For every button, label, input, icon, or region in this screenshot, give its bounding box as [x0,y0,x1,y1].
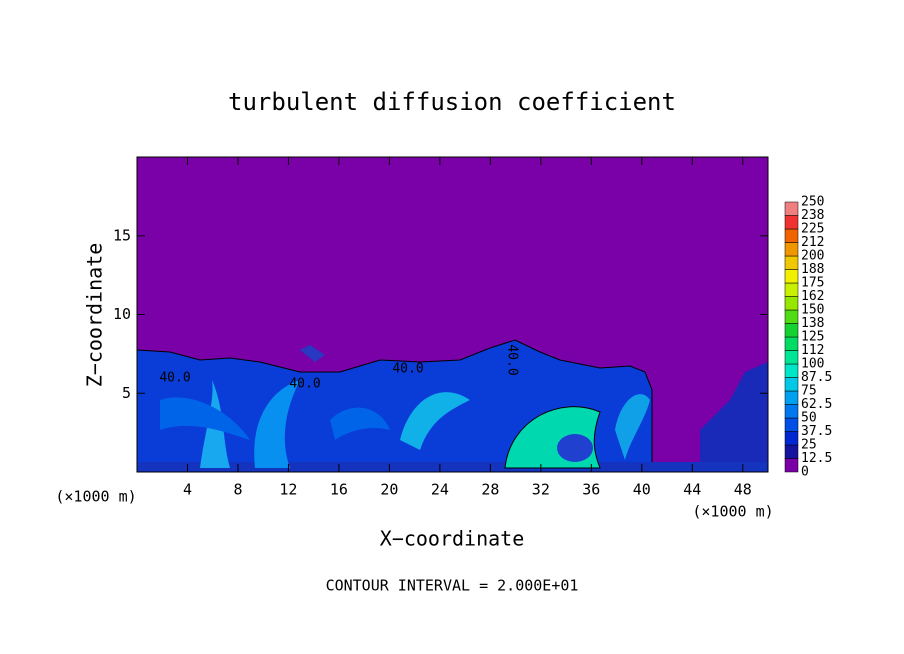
x-tick-label: 44 [683,481,701,499]
x-tick-label: 8 [233,481,242,499]
colorbar-swatch [784,323,799,338]
contour-label: 40.0 [505,344,520,375]
x-tick-label: 36 [582,481,600,499]
colorbar-label: 62.5 [801,397,832,412]
colorbar-label: 25 [801,438,817,453]
colorbar-swatch [784,417,799,432]
colorbar-label: 238 [801,208,824,223]
y-axis-label: Z−coordinate [83,243,107,388]
contour-label: 40.0 [289,377,320,392]
colorbar-label: 138 [801,316,824,331]
contour-label: 40.0 [392,362,423,377]
colorbar-swatch [784,201,799,216]
colorbar-swatch [784,228,799,243]
x-tick-label: 32 [532,481,550,499]
colorbar-label: 50 [801,411,817,426]
contour-label: 40.0 [159,371,190,386]
cloud-bit [300,345,325,362]
colorbar-label: 87.5 [801,370,832,385]
colorbar-swatch [784,377,799,392]
eddy [160,397,250,440]
colorbar-swatch [784,363,799,378]
x-tick-label: 28 [481,481,499,499]
colorbar-swatch [784,350,799,365]
colorbar-label: 75 [801,384,817,399]
x-tick-label: 16 [330,481,348,499]
colorbar-label: 37.5 [801,424,832,439]
colorbar-swatch [784,390,799,405]
footer-note: CONTOUR INTERVAL = 2.000E+01 [326,577,579,595]
colorbar-swatch [784,242,799,257]
x-tick-label: 24 [431,481,449,499]
colorbar-swatch [784,458,799,473]
x-unit: (×1000 m) [692,503,773,521]
colorbar-label: 125 [801,330,824,345]
eddy [330,407,390,440]
plume [254,380,300,468]
colorbar-swatch [784,269,799,284]
field [136,157,768,472]
colorbar-swatch [784,309,799,324]
colorbar-swatch [784,282,799,297]
colorbar-label: 250 [801,195,824,210]
colorbar-label: 0 [801,465,809,480]
x-tick-label: 12 [279,481,297,499]
colorbar-label: 162 [801,289,824,304]
colorbar-label: 175 [801,276,824,291]
eddy [557,434,593,462]
colorbar-swatch [784,431,799,446]
y-tick-label: 5 [122,384,131,402]
y-tick-label: 10 [113,305,131,323]
y-tick-label: 15 [113,226,131,244]
colorbar-swatch [784,404,799,419]
surface-layer [137,462,768,472]
colorbar-label: 12.5 [801,451,832,466]
colorbar-label: 112 [801,343,824,358]
colorbar-label: 212 [801,235,824,250]
colorbar-label: 100 [801,357,824,372]
colorbar-label: 200 [801,249,824,264]
x-tick-label: 20 [380,481,398,499]
plume [615,394,650,460]
colorbar-swatch [784,336,799,351]
colorbar-swatch [784,255,799,270]
x-unit: (×1000 m) [55,488,136,506]
x-tick-label: 4 [183,481,192,499]
colorbar-swatch [784,296,799,311]
colorbar-label: 225 [801,222,824,237]
colorbar-swatch [784,215,799,230]
chart-title: turbulent diffusion coefficient [228,88,676,116]
colorbar-label: 188 [801,262,824,277]
plume [400,392,470,450]
x-tick-label: 40 [633,481,651,499]
right-layer [700,362,768,468]
x-axis-label: X−coordinate [380,527,525,551]
colorbar-swatch [784,444,799,459]
colorbar-label: 150 [801,303,824,318]
x-tick-label: 48 [734,481,752,499]
